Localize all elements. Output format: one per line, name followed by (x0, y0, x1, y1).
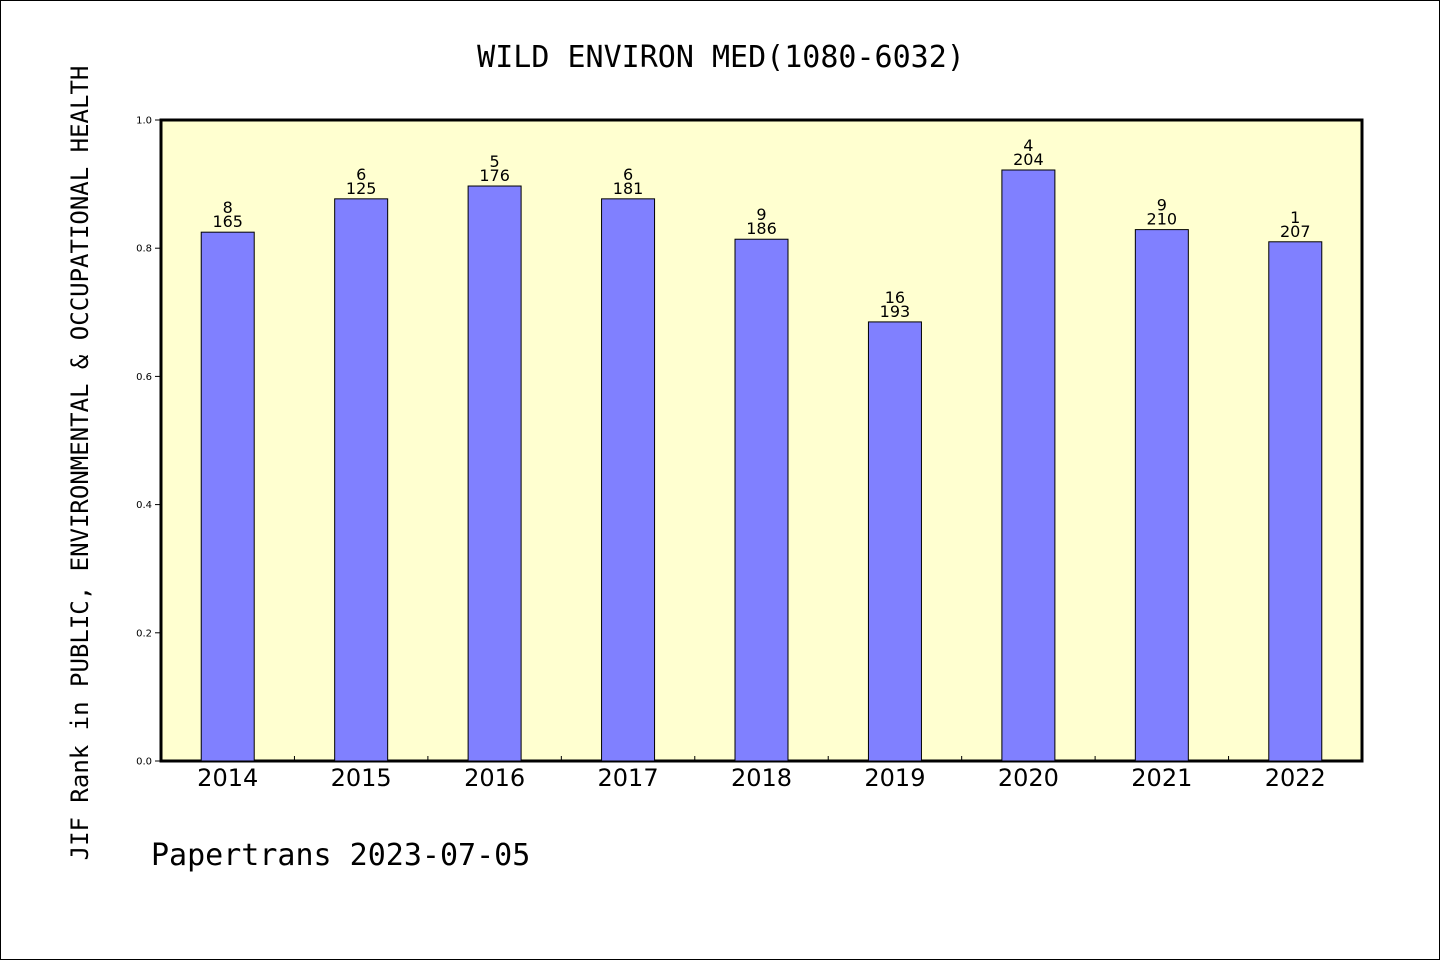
rank-label: 5 (490, 152, 500, 171)
y-tick-label: 1.0 (136, 116, 152, 127)
rank-label: 9 (1157, 196, 1167, 215)
footer-credit: Papertrans 2023-07-05 (151, 838, 530, 873)
x-tick-label: 2014 (197, 764, 258, 792)
total-label: 165 (212, 212, 243, 231)
total-label: 181 (613, 179, 644, 198)
x-tick-label: 2016 (464, 764, 525, 792)
x-tick-label: 2019 (864, 764, 925, 792)
x-tick-label: 2020 (998, 764, 1059, 792)
x-tick-label: 2022 (1265, 764, 1326, 792)
total-label: 207 (1280, 222, 1311, 241)
bar-2015 (334, 198, 389, 762)
bar-2018 (734, 238, 789, 762)
bar-2020 (1001, 169, 1056, 762)
bar-2017 (601, 198, 656, 762)
rank-label: 9 (756, 205, 766, 224)
total-label: 125 (346, 179, 377, 198)
y-axis-ticks: 0.0 0.2 0.4 0.6 0.8 1.0 (136, 116, 161, 768)
y-tick-label: 0.0 (136, 757, 152, 768)
total-label: 210 (1147, 210, 1178, 229)
bars-group (200, 169, 1323, 762)
y-tick-label: 0.6 (136, 372, 152, 383)
total-label: 176 (479, 166, 510, 185)
bar-2022 (1268, 241, 1323, 762)
x-axis-ticks (293, 756, 1230, 761)
rank-label: 4 (1023, 136, 1033, 155)
y-tick-label: 0.4 (136, 500, 152, 511)
bar-2014 (200, 231, 255, 762)
y-axis-label: JIF Rank in PUBLIC, ENVIRONMENTAL & OCCU… (66, 66, 94, 861)
rank-label: 6 (356, 165, 366, 184)
total-label: 193 (880, 302, 911, 321)
x-tick-label: 2021 (1131, 764, 1192, 792)
rank-label: 8 (223, 198, 233, 217)
x-tick-label: 2018 (731, 764, 792, 792)
y-tick-label: 0.2 (136, 628, 152, 639)
total-label: 186 (746, 219, 777, 238)
category-labels-group: 2014 2015 2016 2017 2018 2019 2020 2021 2022 (197, 764, 1326, 792)
y-tick-label: 0.8 (136, 244, 152, 255)
rank-label: 16 (885, 288, 905, 307)
rank-label: 1 (1290, 208, 1300, 227)
total-label: 204 (1013, 150, 1044, 169)
x-tick-label: 2017 (598, 764, 659, 792)
rank-label: 6 (623, 165, 633, 184)
chart-title: WILD ENVIRON MED(1080-6032) (477, 40, 965, 75)
bar-2019 (867, 321, 922, 762)
x-tick-label: 2015 (331, 764, 392, 792)
bar-2021 (1134, 229, 1189, 762)
bar-2016 (467, 185, 522, 762)
